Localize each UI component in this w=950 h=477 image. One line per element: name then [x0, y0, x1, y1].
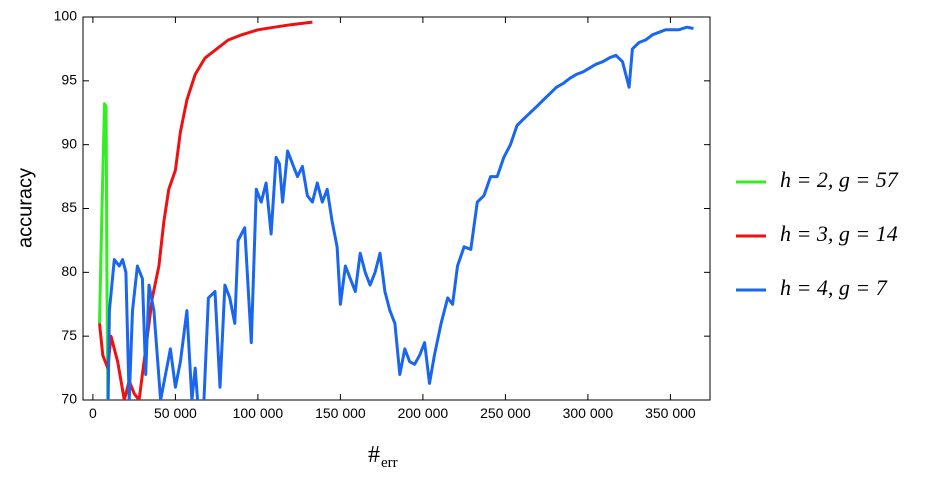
- legend-label: h = 4, g = 7: [780, 275, 888, 300]
- y-tick-label: 100: [54, 8, 78, 24]
- x-tick-label: 50 000: [154, 405, 197, 421]
- series-line: [98, 102, 110, 400]
- legend-label: h = 3, g = 14: [780, 221, 898, 246]
- y-tick-label: 80: [61, 263, 77, 279]
- x-tick-label: 100 000: [233, 405, 284, 421]
- x-tick-label: 300 000: [563, 405, 614, 421]
- y-tick-label: 90: [61, 135, 77, 151]
- y-tick-label: 70: [61, 391, 77, 407]
- y-axis-label: accuracy: [14, 168, 36, 248]
- series-line: [98, 20, 313, 400]
- x-tick-label: 250 000: [480, 405, 531, 421]
- x-tick-label: 200 000: [398, 405, 449, 421]
- x-axis-label: #: [368, 442, 380, 468]
- series-line: [106, 25, 694, 400]
- plot-lines: [98, 20, 694, 400]
- x-axis-label-sub: err: [381, 455, 398, 471]
- x-tick-label: 0: [89, 405, 97, 421]
- x-tick-label: 350 000: [645, 405, 696, 421]
- legend-label: h = 2, g = 57: [780, 167, 899, 192]
- y-tick-label: 85: [61, 199, 77, 215]
- y-tick-label: 75: [61, 327, 77, 343]
- x-tick-label: 150 000: [315, 405, 366, 421]
- y-tick-label: 95: [61, 72, 77, 88]
